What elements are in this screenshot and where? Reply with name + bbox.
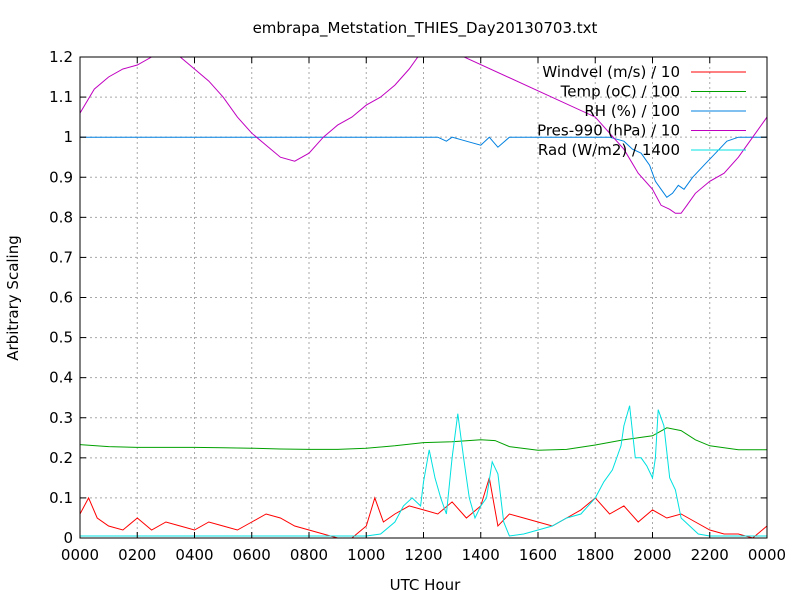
y-tick-label: 1.1 bbox=[49, 88, 73, 106]
x-tick-label: 0000 bbox=[748, 546, 786, 564]
y-tick-label: 0.8 bbox=[49, 208, 73, 226]
x-tick-label: 1200 bbox=[404, 546, 442, 564]
series-line-2 bbox=[80, 427, 767, 451]
legend-label-1: Windvel (m/s) / 10 bbox=[542, 63, 680, 81]
x-tick-label: 2200 bbox=[691, 546, 729, 564]
y-tick-label: 0.7 bbox=[49, 248, 73, 266]
x-tick-label: 1600 bbox=[519, 546, 557, 564]
legend-label-4: Pres-990 (hPa) / 10 bbox=[537, 122, 680, 140]
y-tick-label: 0.2 bbox=[49, 449, 73, 467]
y-tick-label: 0 bbox=[63, 529, 73, 547]
y-tick-label: 1 bbox=[63, 128, 73, 146]
x-tick-label: 0600 bbox=[233, 546, 271, 564]
x-tick-label: 0400 bbox=[175, 546, 213, 564]
y-tick-label: 0.1 bbox=[49, 489, 73, 507]
x-tick-label: 0200 bbox=[118, 546, 156, 564]
y-tick-label: 0.9 bbox=[49, 168, 73, 186]
series-line-3 bbox=[80, 136, 767, 198]
legend-label-2: Temp (oC) / 100 bbox=[560, 83, 680, 101]
y-tick-label: 0.4 bbox=[49, 369, 73, 387]
ticks: 0000 0200 0400 0600 0800 1000 1200 1400 1600 1800… bbox=[49, 48, 786, 564]
x-tick-label: 1000 bbox=[347, 546, 385, 564]
y-tick-label: 0.6 bbox=[49, 289, 73, 307]
y-tick-label: 0.3 bbox=[49, 409, 73, 427]
x-tick-label: 2000 bbox=[633, 546, 671, 564]
x-tick-label: 1400 bbox=[462, 546, 500, 564]
legend-label-3: RH (%) / 100 bbox=[584, 102, 680, 120]
y-axis-label: Arbitrary Scaling bbox=[4, 235, 22, 361]
series-line-1 bbox=[80, 477, 767, 538]
x-tick-label: 0000 bbox=[61, 546, 99, 564]
series-line-4 bbox=[80, 57, 767, 214]
x-tick-label: 0800 bbox=[290, 546, 328, 564]
series-line-5 bbox=[80, 405, 767, 537]
x-tick-label: 1800 bbox=[576, 546, 614, 564]
series-lines bbox=[80, 57, 767, 538]
x-axis-label: UTC Hour bbox=[390, 576, 461, 594]
legend-label-5: Rad (W/m2) / 1400 bbox=[538, 141, 680, 159]
y-tick-label: 0.5 bbox=[49, 329, 73, 347]
y-tick-label: 1.2 bbox=[49, 48, 73, 66]
chart-title: embrapa_Metstation_THIES_Day20130703.txt bbox=[253, 19, 598, 38]
